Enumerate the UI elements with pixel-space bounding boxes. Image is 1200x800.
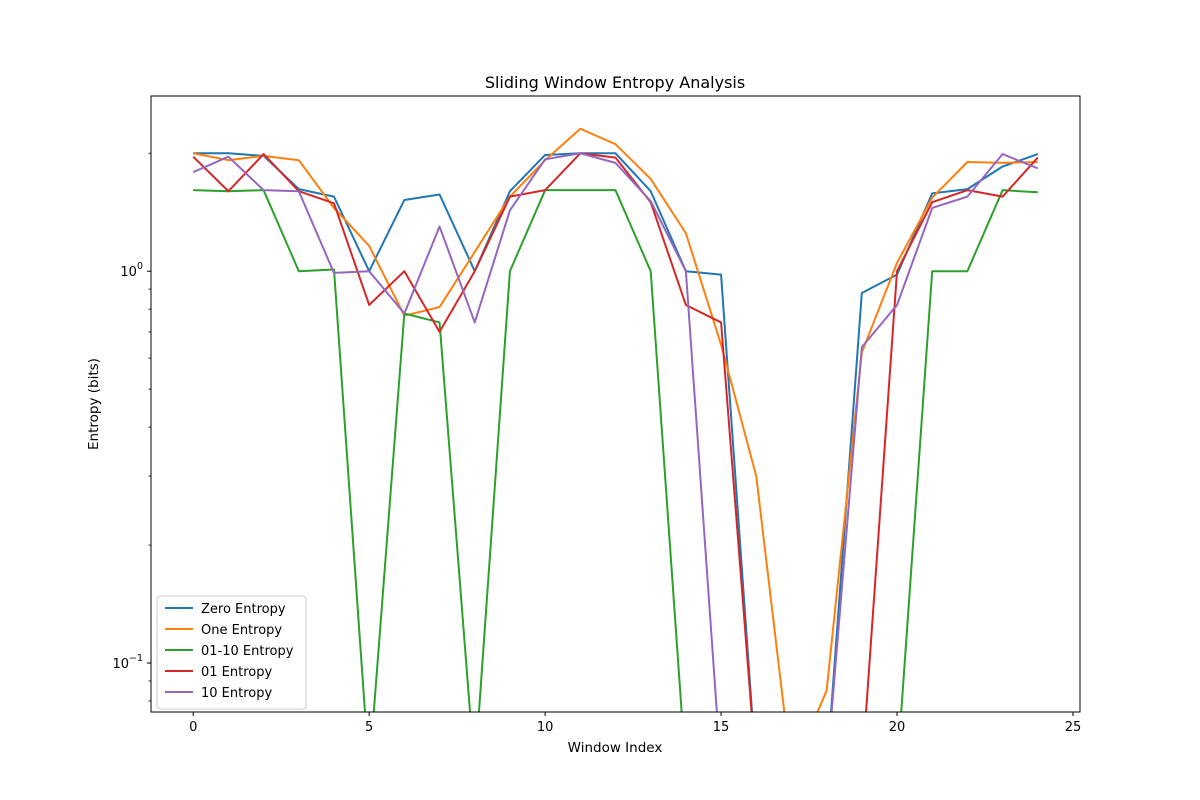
y-axis-label: Entropy (bits) xyxy=(86,358,102,450)
chart-title: Sliding Window Entropy Analysis xyxy=(485,73,745,92)
legend-label: Zero Entropy xyxy=(201,602,286,617)
legend-label: 01 Entropy xyxy=(201,665,272,680)
x-axis-label: Window Index xyxy=(568,740,663,756)
x-tick-label: 10 xyxy=(537,720,554,735)
plot-frame xyxy=(150,95,1081,713)
y-tick-label: 100 xyxy=(120,261,143,280)
legend-label: 10 Entropy xyxy=(201,686,272,701)
series-line-0 xyxy=(193,152,1039,712)
x-axis: 0 5 10 15 20 25 xyxy=(189,712,1081,735)
y-tick-label: 10−1 xyxy=(112,653,143,672)
legend-label: One Entropy xyxy=(201,623,282,638)
x-tick-label: 5 xyxy=(365,720,373,735)
legend-box xyxy=(156,595,307,710)
x-tick-label: 0 xyxy=(189,720,197,735)
legend-label: 01-10 Entropy xyxy=(201,644,294,659)
x-tick-label: 25 xyxy=(1065,720,1082,735)
series-line-1 xyxy=(193,127,1038,712)
legend: Zero Entropy One Entropy 01-10 Entropy 01 E… xyxy=(156,595,307,710)
series-line-3 xyxy=(192,152,1039,712)
series-layer xyxy=(192,127,1039,712)
y-axis: 10−1 100 xyxy=(112,152,151,702)
series-line-2 xyxy=(193,189,1038,712)
series-line-4 xyxy=(192,152,1039,712)
x-tick-label: 20 xyxy=(889,720,906,735)
x-tick-label: 15 xyxy=(713,720,730,735)
